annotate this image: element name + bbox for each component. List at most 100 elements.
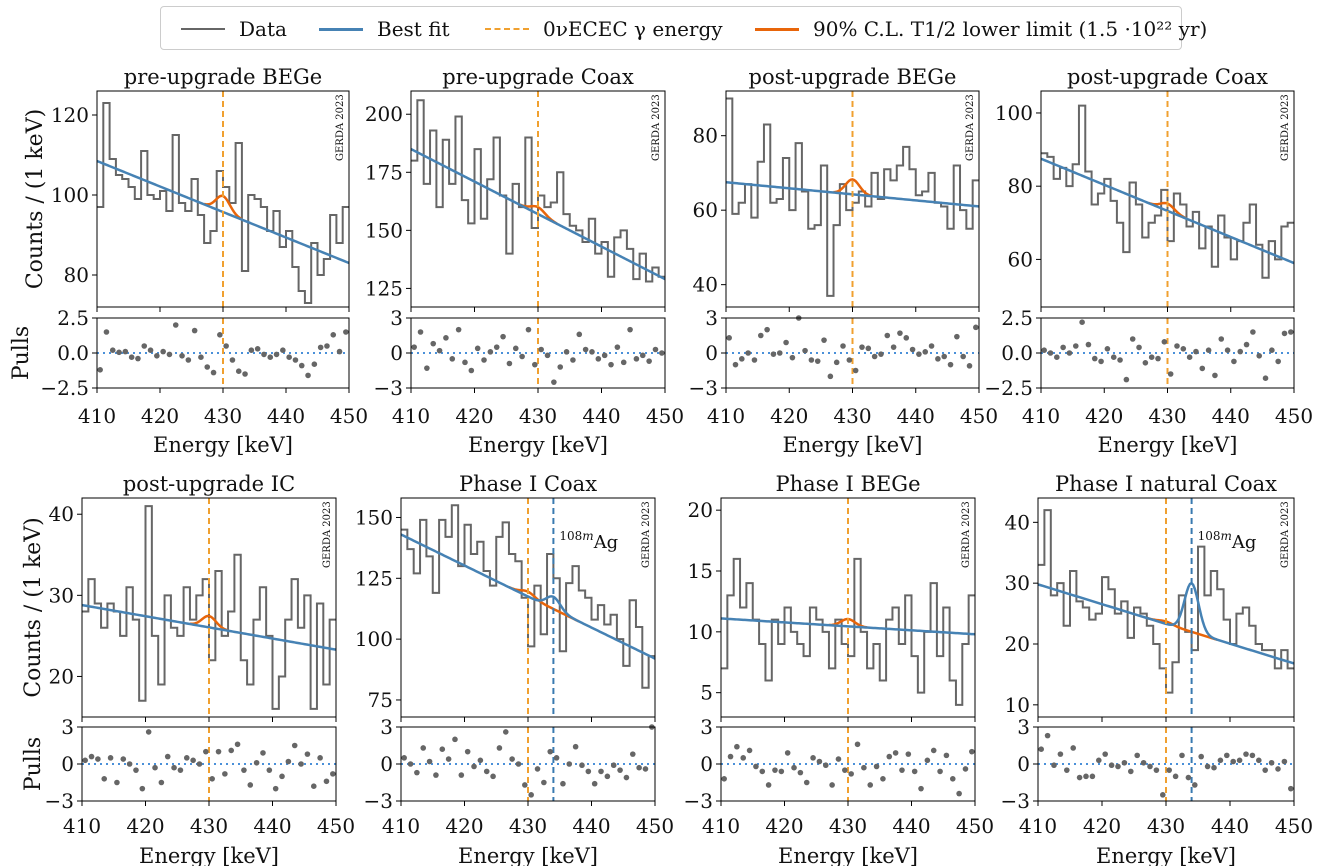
pull-point xyxy=(272,785,279,792)
x-axis-label: Energy [keV] xyxy=(778,844,918,866)
pull-point xyxy=(949,776,956,782)
pull-point xyxy=(903,335,910,341)
fit-curve xyxy=(401,533,655,660)
pull-point xyxy=(827,373,834,380)
legend-label-best-fit: Best fit xyxy=(377,17,450,41)
pull-point xyxy=(560,780,566,787)
pull-point xyxy=(519,353,525,360)
pull-point xyxy=(943,752,950,759)
watermark: GERDA 2023 xyxy=(641,501,652,568)
pull-point xyxy=(740,755,747,761)
pull-point xyxy=(1136,344,1142,351)
panel-title: post-upgrade Coax xyxy=(1067,65,1268,89)
pull-point xyxy=(861,764,867,771)
legend-swatch-gamma-energy xyxy=(485,28,529,30)
x-tick-label: 440 xyxy=(1211,814,1249,838)
pull-point xyxy=(452,736,458,743)
pull-point xyxy=(291,742,298,749)
pull-point xyxy=(598,768,604,775)
pull-point xyxy=(1038,746,1044,752)
pull-point xyxy=(753,763,759,770)
pull-point xyxy=(878,351,884,357)
pull-point xyxy=(477,757,484,764)
pull-point xyxy=(426,758,433,765)
x-tick-label: 440 xyxy=(1212,404,1250,428)
pull-point xyxy=(525,326,532,333)
pull-point xyxy=(835,756,842,762)
pull-point xyxy=(727,753,734,760)
pull-point xyxy=(1186,354,1193,361)
pull-point xyxy=(922,349,929,355)
pull-point xyxy=(114,779,120,786)
pull-point xyxy=(620,359,627,366)
pull-point xyxy=(141,343,148,349)
legend-item-limit: 90% C.L. T1/2 lower limit (1.5 ·10²² yr) xyxy=(755,7,1207,51)
limit-curve xyxy=(508,585,580,623)
pull-point xyxy=(330,332,337,338)
pull-point xyxy=(430,340,437,347)
pull-point xyxy=(493,344,500,350)
y-tick-label: 120 xyxy=(51,103,89,127)
pull-point xyxy=(310,783,317,789)
pull-point xyxy=(833,359,840,366)
pull-point xyxy=(512,345,519,352)
x-tick-label: 430 xyxy=(1147,814,1185,838)
pull-point xyxy=(538,346,544,353)
pull-point xyxy=(317,344,324,351)
pull-point xyxy=(547,748,554,755)
pull-point xyxy=(1117,357,1123,363)
pull-point xyxy=(139,785,146,792)
pull-point xyxy=(267,354,274,361)
pull-point xyxy=(1044,732,1051,739)
pull-point xyxy=(474,345,481,352)
pull-point xyxy=(814,358,821,364)
pull-point xyxy=(810,755,816,761)
x-tick-label: 450 xyxy=(1275,404,1313,428)
pull-point xyxy=(223,343,229,349)
pull-point xyxy=(601,352,608,359)
y-tick-label: 100 xyxy=(995,101,1033,125)
pull-point xyxy=(1147,763,1153,770)
x-tick-label: 420 xyxy=(1083,814,1121,838)
pull-point xyxy=(183,755,190,761)
ag-label: 108mAg xyxy=(1198,529,1257,553)
pull-point xyxy=(821,337,827,343)
pull-point xyxy=(765,782,772,788)
pull-point xyxy=(842,767,848,773)
legend-label-data: Data xyxy=(239,17,287,41)
pull-point xyxy=(1262,375,1269,382)
y-tick-label: 125 xyxy=(355,566,393,590)
pull-point xyxy=(1041,347,1047,354)
x-tick-label: 440 xyxy=(267,404,305,428)
pull-point xyxy=(969,748,975,755)
pull-point xyxy=(235,368,242,375)
watermark: GERDA 2023 xyxy=(1280,501,1291,568)
pull-point xyxy=(190,757,196,764)
pull-point xyxy=(166,351,173,358)
pull-point xyxy=(579,762,585,769)
pull-point xyxy=(1110,354,1117,361)
pulls-y-tick-label: 0 xyxy=(705,341,718,365)
y-tick-label: 30 xyxy=(1005,571,1030,595)
pull-point xyxy=(960,353,966,360)
x-tick-label: 420 xyxy=(445,814,483,838)
x-axis-label: Energy [keV] xyxy=(153,433,293,457)
pull-point xyxy=(152,764,158,771)
y-tick-label: 80 xyxy=(64,263,89,287)
pull-point xyxy=(126,761,133,767)
pulls-y-tick-label: −3 xyxy=(684,789,713,813)
pull-point xyxy=(1269,347,1275,354)
pull-point xyxy=(840,343,846,349)
pull-point xyxy=(918,785,924,792)
pull-point xyxy=(483,768,490,775)
pull-point xyxy=(1281,758,1288,765)
pull-point xyxy=(1108,762,1115,769)
x-tick-label: 410 xyxy=(702,814,740,838)
pull-point xyxy=(751,357,758,363)
pull-point xyxy=(829,782,835,788)
pull-point xyxy=(242,371,248,377)
pull-point xyxy=(1275,766,1281,772)
pull-point xyxy=(286,354,292,361)
pull-point xyxy=(1268,759,1275,766)
pull-point xyxy=(247,782,254,788)
